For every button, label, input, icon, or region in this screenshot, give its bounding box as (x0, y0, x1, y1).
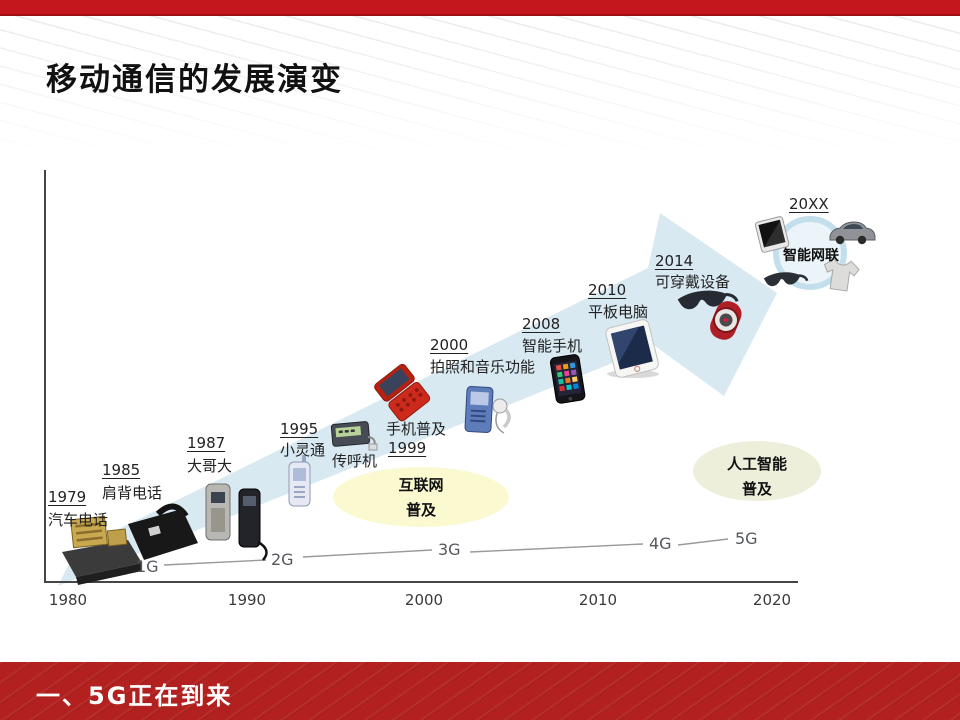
axis-tick-2010: 2010 (578, 591, 618, 609)
milestone-label-1985: 肩背电话 (102, 484, 163, 502)
flip-phone-icon (374, 363, 431, 422)
smartphone-icon (549, 354, 586, 404)
milestone-year-2014: 2014 (655, 252, 694, 270)
milestone-label-1987: 大哥大 (187, 457, 233, 475)
milestone-year-2010: 2010 (588, 281, 627, 299)
internet-bubble-line2: 普及 (405, 501, 436, 519)
xiaolingtong-phone-icon (288, 455, 311, 507)
milestone-year-1985: 1985 (102, 461, 141, 479)
milestone-label-1995: 小灵通 (280, 441, 326, 459)
axis-tick-1980: 1980 (48, 591, 88, 609)
smart-glasses-icon (677, 290, 739, 310)
car-phone-icon (62, 515, 142, 585)
connected-tshirt-icon (823, 258, 860, 292)
footer-red-bar: 一、5G正在到来 (0, 662, 960, 720)
generation-label-2g: 2G (271, 550, 294, 569)
tablet-icon (605, 319, 659, 378)
connected-tablet-icon (754, 216, 790, 253)
milestone-year-1995: 1995 (280, 420, 319, 438)
page-title: 移动通信的发展演变 (46, 62, 343, 98)
milestone-year-20xx: 20XX (789, 195, 829, 213)
top-red-bar (0, 0, 960, 16)
footer-section-title: 一、5G正在到来 (36, 682, 233, 710)
generation-label-5g: 5G (735, 529, 758, 548)
milestone-year-2008: 2008 (522, 315, 561, 333)
milestone-label-1999: 手机普及 (386, 420, 447, 438)
milestone-label-2010: 平板电脑 (588, 303, 649, 321)
milestone-year-1979: 1979 (48, 488, 87, 506)
milestone-label-2014: 可穿戴设备 (655, 273, 731, 291)
milestone-label-1979: 汽车电话 (48, 511, 109, 529)
pager-icon (330, 421, 378, 451)
axis-tick-1990: 1990 (227, 591, 267, 609)
connected-glasses-icon (763, 272, 809, 287)
milestone-label-pager: 传呼机 (332, 452, 378, 470)
internet-bubble (333, 467, 509, 527)
ai-bubble-line2: 普及 (741, 480, 772, 498)
milestone-label-2000: 拍照和音乐功能 (430, 358, 536, 376)
axis-tick-2020: 2020 (752, 591, 792, 609)
generation-label-4g: 4G (649, 534, 672, 553)
milestone-year-1987: 1987 (187, 434, 226, 452)
connected-car-icon (829, 221, 876, 245)
internet-bubble-line1: 互联网 (398, 476, 444, 494)
shoulder-phone-icon (128, 503, 198, 560)
smartwatch-icon (710, 301, 742, 340)
milestone-year-2000: 2000 (430, 336, 469, 354)
generation-lines (163, 538, 729, 566)
ai-bubble-line1: 人工智能 (726, 455, 787, 473)
ai-bubble (693, 441, 821, 501)
generation-label-1g: 1G (136, 557, 159, 576)
axis-tick-2000: 2000 (404, 591, 444, 609)
milestone-year-1999: 1999 (388, 439, 427, 457)
generation-label-3g: 3G (438, 540, 461, 559)
milestone-label-20xx: 智能网联 (783, 248, 839, 264)
chart-axes (44, 170, 798, 583)
music-phone-icon (464, 386, 511, 434)
header-pinstripe-background (0, 16, 960, 166)
brick-phone-icon (205, 483, 268, 561)
milestone-label-2008: 智能手机 (522, 337, 583, 355)
